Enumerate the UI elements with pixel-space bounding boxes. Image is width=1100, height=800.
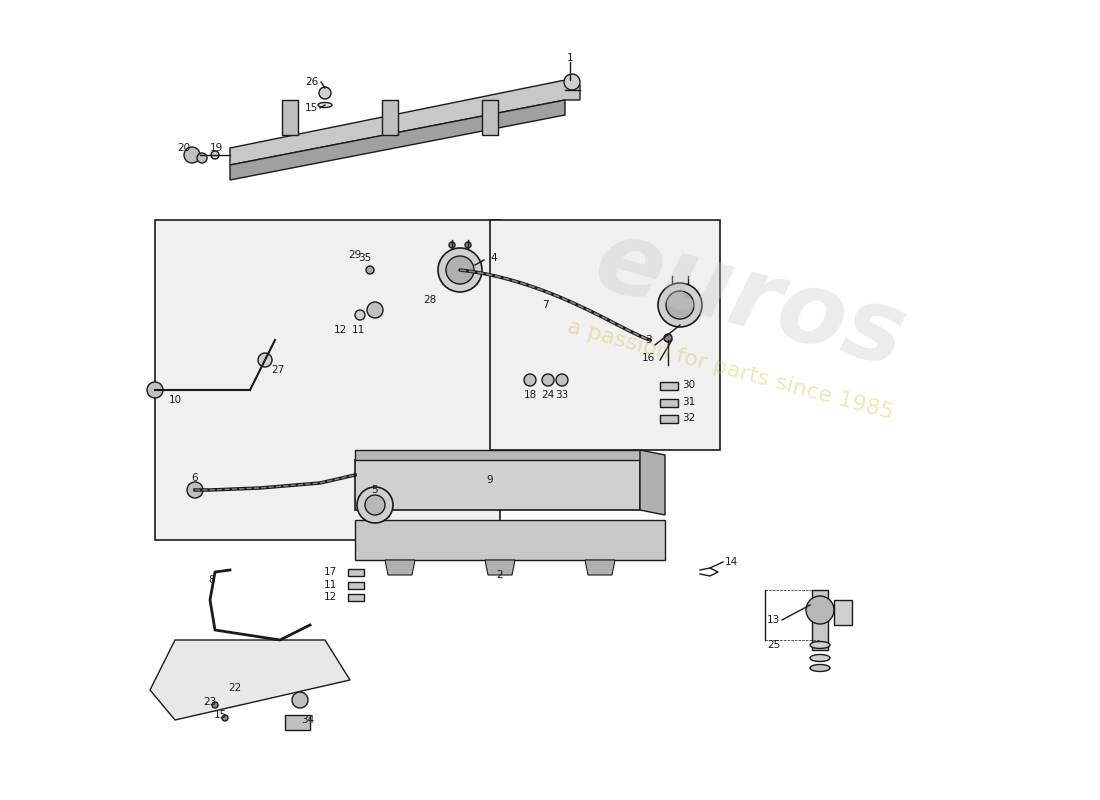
Text: 20: 20: [177, 143, 190, 153]
Text: 15: 15: [213, 710, 227, 720]
Text: 25: 25: [767, 640, 780, 650]
Circle shape: [449, 242, 455, 248]
Text: 24: 24: [541, 390, 554, 400]
Text: 14: 14: [725, 557, 738, 567]
Circle shape: [187, 482, 204, 498]
Polygon shape: [640, 450, 666, 515]
Circle shape: [212, 702, 218, 708]
Circle shape: [184, 147, 200, 163]
Text: 27: 27: [272, 365, 285, 375]
Circle shape: [366, 266, 374, 274]
Text: 34: 34: [301, 715, 315, 725]
Polygon shape: [282, 100, 298, 135]
Polygon shape: [490, 220, 720, 450]
Circle shape: [556, 374, 568, 386]
Circle shape: [292, 692, 308, 708]
Bar: [348, 594, 364, 601]
Text: 6: 6: [191, 473, 198, 483]
Bar: [834, 600, 852, 625]
Circle shape: [367, 302, 383, 318]
Bar: [348, 582, 364, 589]
Circle shape: [319, 87, 331, 99]
Text: 11: 11: [351, 325, 364, 335]
Text: 8: 8: [208, 575, 214, 585]
Text: 31: 31: [682, 397, 695, 407]
Text: 7: 7: [541, 300, 548, 310]
Polygon shape: [155, 220, 501, 540]
Bar: [285, 715, 310, 730]
Text: 2: 2: [497, 570, 504, 580]
Polygon shape: [355, 460, 640, 510]
Polygon shape: [355, 520, 666, 560]
Text: 28: 28: [424, 295, 437, 305]
Circle shape: [806, 596, 834, 624]
Text: 33: 33: [556, 390, 569, 400]
Bar: [660, 382, 678, 390]
Text: 17: 17: [323, 567, 337, 577]
Text: a passion for parts since 1985: a passion for parts since 1985: [564, 317, 895, 423]
Circle shape: [658, 283, 702, 327]
Circle shape: [666, 291, 694, 319]
Bar: [812, 590, 828, 650]
Circle shape: [438, 248, 482, 292]
Text: 35: 35: [359, 253, 372, 263]
Text: 9: 9: [486, 475, 493, 485]
Polygon shape: [482, 100, 498, 135]
Bar: [660, 399, 678, 407]
Ellipse shape: [810, 665, 830, 671]
Text: 11: 11: [323, 580, 337, 590]
Text: euros: euros: [584, 212, 915, 388]
Ellipse shape: [810, 654, 830, 662]
Text: 1: 1: [566, 53, 573, 63]
Text: 19: 19: [210, 143, 223, 153]
Circle shape: [542, 374, 554, 386]
Circle shape: [211, 151, 219, 159]
Text: 12: 12: [333, 325, 346, 335]
Bar: [348, 569, 364, 576]
Circle shape: [197, 153, 207, 163]
Circle shape: [446, 256, 474, 284]
Polygon shape: [230, 100, 565, 180]
Ellipse shape: [810, 642, 830, 649]
Text: 29: 29: [349, 250, 362, 260]
Circle shape: [664, 334, 672, 342]
Polygon shape: [355, 450, 640, 460]
Text: 22: 22: [229, 683, 242, 693]
Ellipse shape: [318, 102, 332, 107]
Text: 15: 15: [305, 103, 318, 113]
Circle shape: [222, 715, 228, 721]
Bar: [660, 415, 678, 423]
Circle shape: [147, 382, 163, 398]
Text: 10: 10: [168, 395, 182, 405]
Text: 3: 3: [645, 335, 651, 345]
Polygon shape: [385, 560, 415, 575]
Text: 13: 13: [767, 615, 780, 625]
Polygon shape: [485, 560, 515, 575]
Circle shape: [564, 74, 580, 90]
Circle shape: [358, 487, 393, 523]
Polygon shape: [585, 560, 615, 575]
Circle shape: [258, 353, 272, 367]
Circle shape: [465, 242, 471, 248]
Text: 23: 23: [204, 697, 217, 707]
Circle shape: [355, 310, 365, 320]
Text: 4: 4: [490, 253, 496, 263]
Circle shape: [365, 495, 385, 515]
Text: 5: 5: [372, 485, 378, 495]
Text: 26: 26: [305, 77, 318, 87]
Polygon shape: [230, 80, 580, 165]
Text: 16: 16: [641, 353, 654, 363]
Polygon shape: [382, 100, 398, 135]
Circle shape: [524, 374, 536, 386]
Polygon shape: [150, 640, 350, 720]
Text: 30: 30: [682, 380, 695, 390]
Text: 32: 32: [682, 413, 695, 423]
Text: 12: 12: [323, 592, 337, 602]
Text: 18: 18: [524, 390, 537, 400]
